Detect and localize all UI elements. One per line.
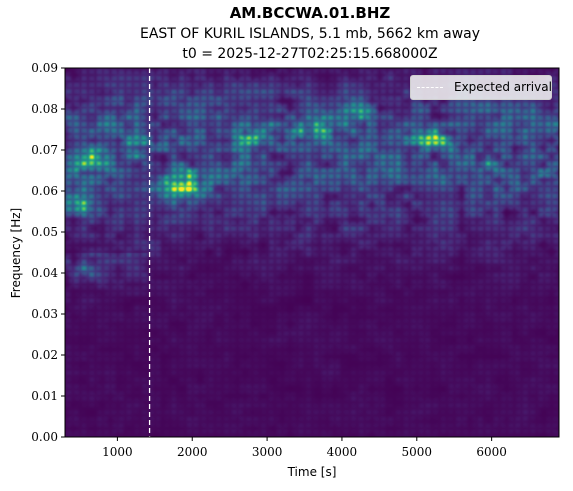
x-tick-label: 1000 <box>102 445 133 459</box>
y-tick-label: 0.04 <box>31 266 58 280</box>
y-tick-label: 0.07 <box>31 143 58 157</box>
y-tick-label: 0.01 <box>31 389 58 403</box>
spectrogram-heatmap <box>65 68 559 437</box>
legend-label: Expected arrival <box>454 80 552 94</box>
legend: Expected arrival <box>410 75 552 100</box>
chart-title: AM.BCCWA.01.BHZ <box>229 4 391 22</box>
x-tick-label: 3000 <box>252 445 283 459</box>
y-axis-label: Frequency [Hz] <box>9 208 23 299</box>
y-tick-label: 0.08 <box>31 102 58 116</box>
y-tick-label: 0.02 <box>31 348 58 362</box>
y-tick-label: 0.09 <box>31 61 58 75</box>
plot-frame <box>64 67 560 438</box>
y-tick-label: 0.05 <box>31 225 58 239</box>
chart-subtitle: EAST OF KURIL ISLANDS, 5.1 mb, 5662 km a… <box>139 26 481 42</box>
chart-subtitle-time: t0 = 2025-12-27T02:25:15.668000Z <box>182 46 438 62</box>
x-tick-label: 4000 <box>327 445 358 459</box>
x-tick-label: 5000 <box>402 445 433 459</box>
x-tick-label: 2000 <box>177 445 208 459</box>
x-axis-label: Time [s] <box>287 465 337 479</box>
y-tick-label: 0.00 <box>31 430 58 444</box>
x-tick-label: 6000 <box>476 445 507 459</box>
y-tick-label: 0.03 <box>31 307 58 321</box>
y-tick-label: 0.06 <box>31 184 58 198</box>
legend-dashed-line-icon <box>417 87 443 88</box>
